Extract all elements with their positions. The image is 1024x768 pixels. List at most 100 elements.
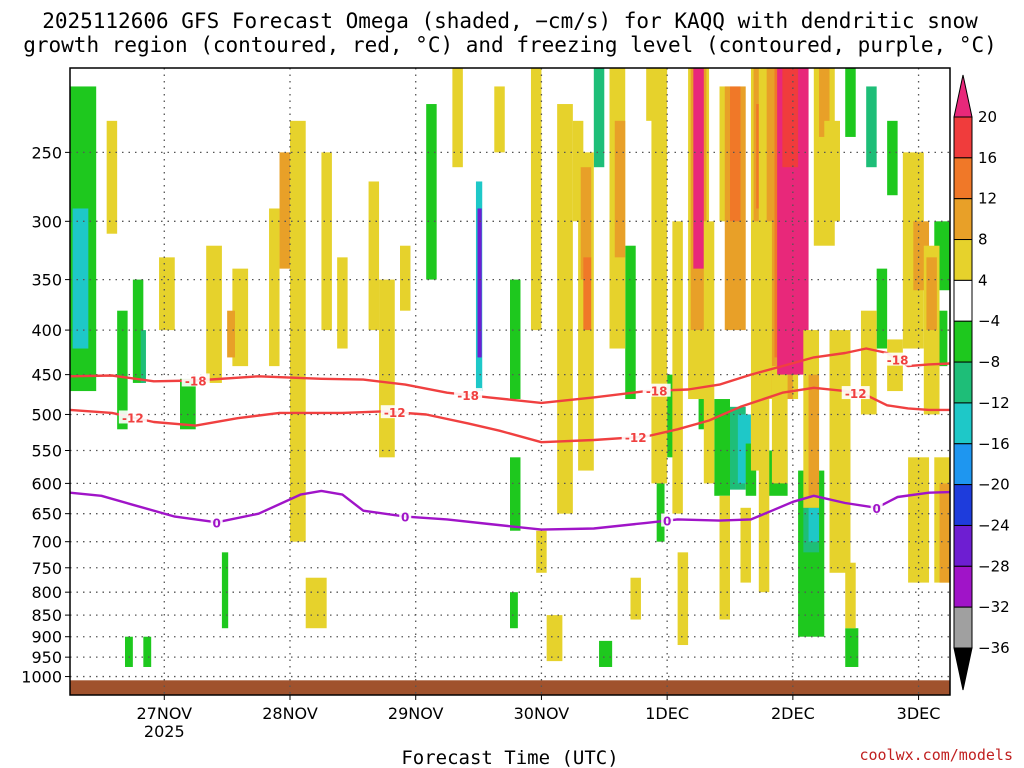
omega-cell-59 bbox=[583, 257, 592, 331]
omega-cell-30 bbox=[845, 68, 856, 137]
omega-cell-65 bbox=[672, 221, 683, 514]
contour-label-bg-minus-18-3 bbox=[883, 352, 912, 366]
colorbar-bin-7 bbox=[953, 361, 973, 404]
omega-cell-38 bbox=[206, 245, 222, 383]
omega-cell-40 bbox=[227, 310, 235, 358]
omega-cell-55 bbox=[557, 104, 573, 514]
colorbar-bin-2 bbox=[953, 157, 973, 200]
contour-label-minus-12-3: -12 bbox=[845, 387, 867, 401]
contour-label-bg-freezing-level-2 bbox=[661, 513, 674, 527]
omega-cell-16 bbox=[599, 640, 613, 667]
contour-line-minus-18 bbox=[70, 347, 950, 405]
omega-cell-54 bbox=[546, 615, 563, 662]
colorbar-bin-6 bbox=[953, 320, 973, 363]
x-tick-sublabel-27NOV: 2025 bbox=[144, 722, 185, 741]
contour-label-bg-minus-12-2 bbox=[621, 430, 650, 444]
omega-cell-15 bbox=[593, 68, 605, 168]
y-tick-label-850: 850 bbox=[31, 606, 62, 625]
omega-cell-69 bbox=[693, 68, 704, 269]
omega-cell-44 bbox=[321, 152, 332, 331]
contour-label-minus-18-3: -18 bbox=[887, 354, 909, 368]
colorbar-label-6: −8 bbox=[978, 353, 1000, 371]
y-tick-label-800: 800 bbox=[31, 583, 62, 602]
omega-cell-7 bbox=[143, 636, 152, 667]
x-tick-label-2DEC: 2DEC bbox=[771, 704, 815, 723]
y-tick-label-300: 300 bbox=[31, 212, 62, 231]
omega-cell-97 bbox=[908, 457, 930, 583]
y-tick-label-1000: 1000 bbox=[21, 668, 62, 687]
colorbar-bin-5 bbox=[953, 279, 973, 322]
omega-cell-37 bbox=[159, 257, 175, 331]
omega-cell-11 bbox=[477, 208, 482, 358]
chart-title-line-2: growth region (contoured, red, °C) and f… bbox=[23, 33, 997, 57]
omega-cell-13 bbox=[510, 457, 521, 531]
omega-cell-52 bbox=[530, 68, 542, 331]
contour-label-bg-minus-12-1 bbox=[380, 405, 409, 419]
chart-title-line-1: 2025112606 GFS Forecast Omega (shaded, −… bbox=[42, 9, 978, 33]
omega-cell-84 bbox=[771, 366, 788, 484]
omega-cell-74 bbox=[730, 86, 741, 222]
credit-text: coolwx.com/models bbox=[859, 746, 1013, 764]
omega-cell-28 bbox=[808, 507, 820, 542]
colorbar-bin-10 bbox=[953, 484, 973, 526]
omega-cell-17 bbox=[625, 245, 636, 400]
colorbar-label-10: −24 bbox=[978, 516, 1010, 534]
omega-cell-53 bbox=[536, 530, 547, 573]
omega-cell-12 bbox=[510, 279, 521, 400]
omega-cell-70 bbox=[703, 221, 715, 484]
contour-label-freezing-level-3: 0 bbox=[872, 502, 880, 516]
contour-label-minus-12-1: -12 bbox=[384, 406, 406, 420]
contour-label-bg-freezing-level-3 bbox=[870, 500, 883, 514]
colorbar-bin-12 bbox=[953, 565, 973, 608]
colorbar-label-2: 12 bbox=[978, 190, 997, 208]
colorbar-bin-8 bbox=[953, 402, 973, 445]
omega-cell-32 bbox=[887, 120, 898, 196]
omega-cell-39 bbox=[232, 268, 249, 367]
omega-cell-75 bbox=[740, 507, 751, 583]
y-tick-label-750: 750 bbox=[31, 559, 62, 578]
colorbar-label-0: 20 bbox=[978, 108, 997, 126]
omega-cell-48 bbox=[379, 279, 395, 458]
y-tick-label-650: 650 bbox=[31, 505, 62, 524]
omega-cell-62 bbox=[630, 577, 641, 620]
omega-cell-36 bbox=[106, 120, 118, 234]
omega-cell-100 bbox=[926, 257, 937, 331]
omega-cell-8 bbox=[221, 552, 229, 629]
y-tick-label-550: 550 bbox=[31, 442, 62, 461]
omega-cell-61 bbox=[614, 120, 626, 258]
omega-cell-66 bbox=[677, 552, 689, 646]
omega-cell-43 bbox=[279, 152, 290, 269]
contour-label-bg-freezing-level-0 bbox=[210, 515, 223, 529]
contour-label-minus-18-0: -18 bbox=[185, 374, 207, 388]
y-tick-label-350: 350 bbox=[31, 271, 62, 290]
contour-label-freezing-level-2: 0 bbox=[663, 515, 671, 529]
plot-area: -18 -18 -18 -18 -12 -12 -12 -12 0 0 0 0 bbox=[69, 67, 951, 696]
contour-label-minus-18-2: -18 bbox=[646, 385, 668, 399]
omega-cell-50 bbox=[452, 68, 463, 168]
colorbar-bin-13 bbox=[953, 606, 973, 649]
omega-cell-9 bbox=[426, 104, 437, 280]
omega-cell-90 bbox=[819, 68, 830, 137]
contour-label-bg-minus-12-3 bbox=[841, 386, 870, 400]
colorbar-label-7: −12 bbox=[978, 394, 1010, 412]
omega-cell-102 bbox=[939, 483, 950, 583]
contour-label-bg-minus-18-1 bbox=[454, 388, 483, 402]
contours: -18 -18 -18 -18 -12 -12 -12 -12 0 0 0 0 bbox=[70, 347, 950, 531]
omega-cell-33 bbox=[876, 268, 888, 349]
omega-cell-21 bbox=[714, 399, 730, 496]
colorbar-label-5: −4 bbox=[978, 312, 1000, 330]
x-tick-label-29NOV: 29NOV bbox=[388, 704, 444, 723]
y-tick-label-600: 600 bbox=[31, 474, 62, 493]
colorbar-bin-9 bbox=[953, 443, 973, 486]
omega-cell-64 bbox=[651, 68, 668, 484]
y-tick-label-400: 400 bbox=[31, 321, 62, 340]
omega-cell-14 bbox=[510, 592, 518, 629]
x-axis-label: Forecast Time (UTC) bbox=[401, 747, 618, 768]
omega-cell-72 bbox=[719, 495, 730, 620]
x-tick-label-3DEC: 3DEC bbox=[897, 704, 941, 723]
omega-cell-88 bbox=[808, 374, 820, 496]
colorbar-label-4: 4 bbox=[978, 271, 988, 289]
y-tick-label-900: 900 bbox=[31, 628, 62, 647]
